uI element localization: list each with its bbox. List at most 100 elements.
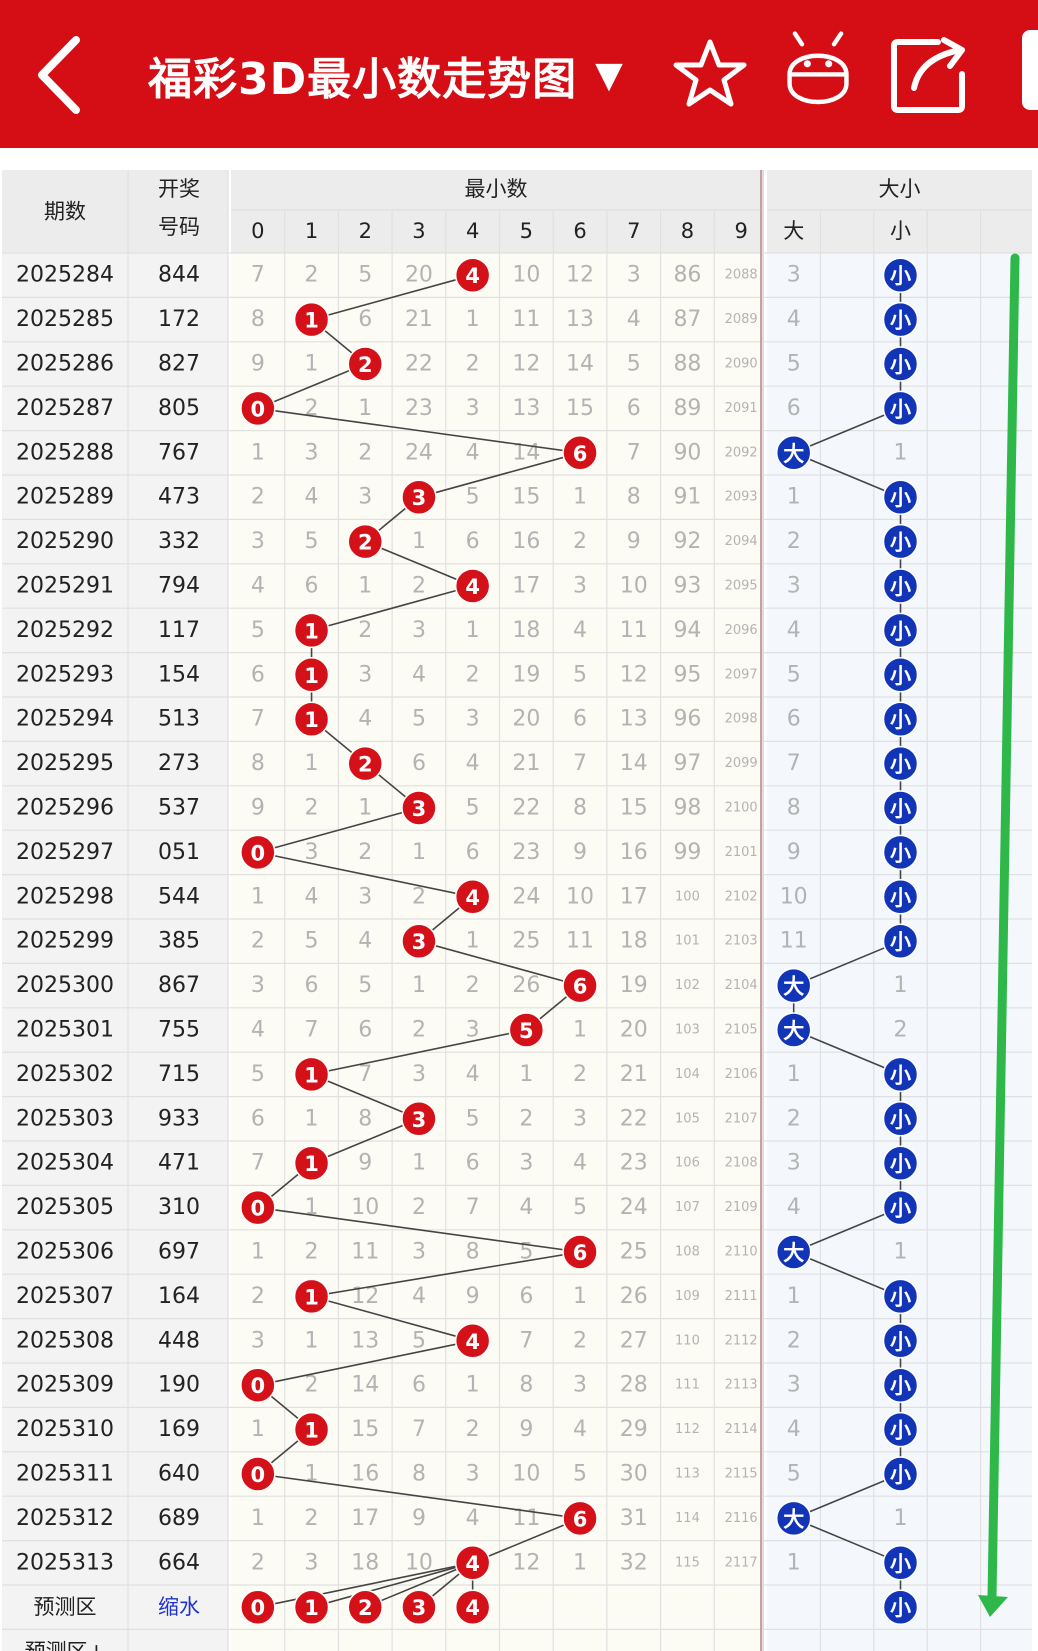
miss-cell: 1 (412, 840, 426, 865)
star-icon[interactable] (670, 34, 750, 114)
miss-cell: 9 (358, 1151, 372, 1176)
predict-segment (364, 1562, 473, 1608)
miss-cell: 2114 (725, 1422, 758, 1437)
period-cell: 2025303 (16, 1106, 114, 1131)
miss-cell: 32 (620, 1550, 648, 1575)
miss-cell: 87 (673, 307, 701, 332)
miss-cell: 27 (620, 1328, 648, 1353)
size-segment (793, 1517, 901, 1564)
miss-cell: 13 (620, 707, 648, 732)
miss-cell: 4 (466, 751, 480, 776)
header-left-bg (2, 170, 228, 253)
big-miss-cell: 2 (787, 529, 801, 554)
miss-cell: 28 (620, 1373, 648, 1398)
miss-cell: 1 (305, 1106, 319, 1131)
big-ball-label: 大 (783, 442, 804, 466)
period-cell: 2025289 (16, 485, 114, 510)
overflow-menu-button[interactable] (1022, 30, 1038, 110)
miss-cell: 9 (412, 1506, 426, 1531)
small-ball-circle (882, 568, 919, 604)
miss-cell: 10 (620, 574, 648, 599)
miss-cell: 2104 (725, 978, 758, 993)
hit-ball-circle (454, 879, 491, 915)
hit-ball-label: 4 (465, 1330, 480, 1354)
digit-header-7: 7 (627, 219, 640, 243)
miss-cell: 2117 (725, 1555, 758, 1570)
small-ball-label: 小 (890, 708, 911, 732)
miss-cell: 2110 (725, 1245, 758, 1260)
miss-cell: 108 (675, 1245, 700, 1260)
miss-cell: 1 (466, 1373, 480, 1398)
predict-ball[interactable]: 0 (240, 1589, 276, 1625)
table-row: 2025296 537 9 2 1 5 22 8 15 98 2100 8 (16, 796, 801, 821)
draw-cell: 310 (158, 1195, 200, 1220)
small-ball-circle (882, 923, 919, 959)
miss-cell: 99 (673, 840, 701, 865)
hit-ball-label: 2 (358, 753, 373, 777)
period-cell: 2025290 (16, 529, 114, 554)
predict-ball[interactable]: 2 (347, 1589, 383, 1625)
shrink-link[interactable]: 缩水 (158, 1595, 200, 1619)
draw-cell: 794 (158, 574, 200, 599)
miss-cell: 2111 (725, 1289, 758, 1304)
share-icon[interactable] (890, 34, 970, 114)
period-cell: 2025291 (16, 574, 114, 599)
hit-ball-label: 0 (251, 1463, 266, 1487)
table-row: 2025290 332 3 5 1 6 16 2 9 92 2094 2 (16, 529, 801, 554)
miss-cell: 19 (620, 973, 648, 998)
small-ball-circle (882, 657, 919, 693)
predict-ball-circle (347, 1589, 383, 1625)
miss-cell: 6 (466, 1151, 480, 1176)
miss-cell: 106 (675, 1156, 700, 1171)
miss-cell: 1 (305, 1328, 319, 1353)
miss-cell: 1 (573, 485, 587, 510)
period-cell: 2025312 (16, 1506, 114, 1531)
size-segment (793, 1029, 901, 1076)
miss-cell: 18 (351, 1550, 379, 1575)
predict-ball[interactable]: 1 (293, 1589, 330, 1625)
size-segment (793, 452, 901, 498)
draw-cell: 332 (158, 529, 200, 554)
miss-cell: 24 (620, 1195, 648, 1220)
hit-ball: 2 (347, 346, 383, 382)
small-ball: 小 (882, 1367, 919, 1403)
predict-ball[interactable]: 4 (454, 1589, 491, 1625)
miss-cell: 4 (305, 884, 319, 909)
small-ball-circle (882, 1056, 919, 1093)
miss-cell: 25 (512, 929, 540, 954)
miss-cell: 2 (305, 1373, 319, 1398)
trend-chart: 期数开奖号码最小数 大小0 1 2 3 4 5 6 7 8 9 大小2025284 844 7 2 5 20 10… (2, 170, 1032, 1651)
miss-cell: 3 (466, 1018, 480, 1043)
robot-icon[interactable] (778, 30, 858, 110)
big-ball-circle (775, 1234, 812, 1270)
table-row: 2025289 473 2 4 3 5 15 1 8 91 2093 1 (16, 485, 801, 510)
small-ball: 小 (882, 1145, 919, 1181)
period-cell: 2025307 (16, 1284, 114, 1309)
predict-ball[interactable]: 3 (401, 1589, 437, 1625)
period-cell: 2025292 (16, 618, 114, 643)
hit-ball-circle (454, 568, 491, 604)
back-arrow-icon[interactable] (28, 30, 98, 120)
hit-ball-circle (401, 479, 437, 515)
table-row: 2025304 471 7 9 1 6 3 4 23 106 2108 3 (16, 1151, 801, 1176)
miss-cell: 12 (512, 352, 540, 377)
small-ball-circle (882, 834, 919, 871)
miss-cell: 5 (358, 263, 372, 288)
hit-ball-label: 1 (304, 708, 319, 732)
miss-cell: 6 (251, 662, 265, 687)
predict-size-ball[interactable]: 小 (882, 1589, 919, 1625)
period-header: 期数 (44, 200, 86, 224)
small-ball-label: 小 (890, 797, 911, 821)
miss-cell: 103 (675, 1023, 700, 1038)
miss-cell: 3 (466, 396, 480, 421)
period-cell: 2025297 (16, 840, 114, 865)
big-miss-cell: 5 (787, 662, 801, 687)
table-row: 2025302 715 5 7 3 4 1 2 21 104 2106 1 (16, 1062, 801, 1087)
miss-cell: 11 (512, 307, 540, 332)
miss-cell: 2093 (725, 490, 758, 505)
small-ball-label: 小 (890, 1197, 911, 1221)
small-ball: 小 (882, 657, 919, 693)
miss-cell: 1 (412, 973, 426, 998)
small-ball: 小 (882, 923, 919, 959)
title-dropdown[interactable]: 福彩3D最小数走势图 ▼ (148, 40, 623, 110)
